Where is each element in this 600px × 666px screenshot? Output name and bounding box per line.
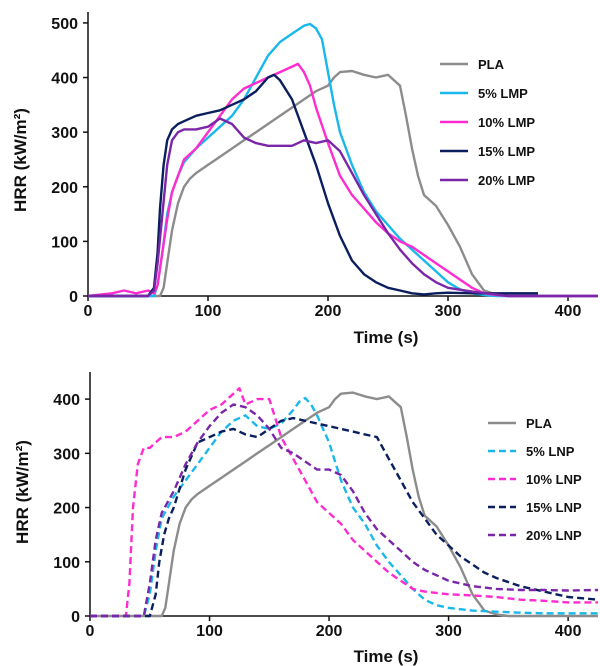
series-line	[90, 387, 598, 618]
series-line	[88, 117, 598, 298]
series-line	[87, 62, 598, 298]
series-line	[88, 73, 538, 298]
y-tick-label: 200	[53, 501, 80, 518]
legend-label: 10% LMP	[478, 115, 535, 130]
series-line	[90, 403, 599, 618]
legend-label: 15% LNP	[526, 500, 582, 515]
y-tick-label: 100	[53, 555, 80, 572]
y-tick-label: 200	[51, 180, 78, 197]
x-tick-label: 300	[435, 303, 462, 320]
x-tick-label: 300	[435, 623, 462, 640]
x-tick-label: 100	[196, 623, 223, 640]
series-line	[90, 391, 598, 618]
legend-label: 20% LMP	[478, 173, 535, 188]
y-tick-label: 300	[53, 446, 80, 463]
y-tick-label: 0	[69, 289, 78, 306]
y-tick-label: 400	[51, 71, 78, 88]
series-line	[90, 396, 598, 618]
series-line	[90, 416, 599, 618]
x-tick-label: 100	[195, 303, 222, 320]
y-tick-label: 100	[51, 234, 78, 251]
x-tick-label: 0	[86, 623, 95, 640]
y-tick-label: 0	[71, 609, 80, 626]
y-tick-label: 400	[53, 392, 80, 409]
x-tick-label: 400	[555, 623, 582, 640]
y-tick-label: 500	[51, 16, 78, 33]
legend-label: 10% LNP	[526, 472, 582, 487]
lmp-hrr-chart: HRR (kW/m²) Time (s) 0 100 200 300 400 0 100 20…	[11, 12, 598, 347]
x-tick-label: 400	[555, 303, 582, 320]
legend-label: PLA	[526, 416, 553, 431]
x-tick-label: 200	[315, 303, 342, 320]
lnp-hrr-chart: HRR (kW/m²) Time (s) 0 100 200 300 400 0 100 20…	[13, 372, 599, 666]
y-axis-title: HRR (kW/m²)	[13, 440, 32, 544]
series-line	[88, 69, 598, 298]
legend-label: 15% LMP	[478, 144, 535, 159]
legend-label: PLA	[478, 57, 505, 72]
legend-label: 5% LMP	[478, 86, 528, 101]
x-axis-title: Time (s)	[354, 328, 419, 347]
legend-label: 20% LNP	[526, 528, 582, 543]
x-tick-label: 0	[84, 303, 93, 320]
legend-label: 5% LNP	[526, 444, 575, 459]
x-tick-label: 200	[316, 623, 343, 640]
y-tick-label: 300	[51, 125, 78, 142]
y-axis-title: HRR (kW/m²)	[11, 108, 30, 212]
x-axis-title: Time (s)	[354, 647, 419, 666]
